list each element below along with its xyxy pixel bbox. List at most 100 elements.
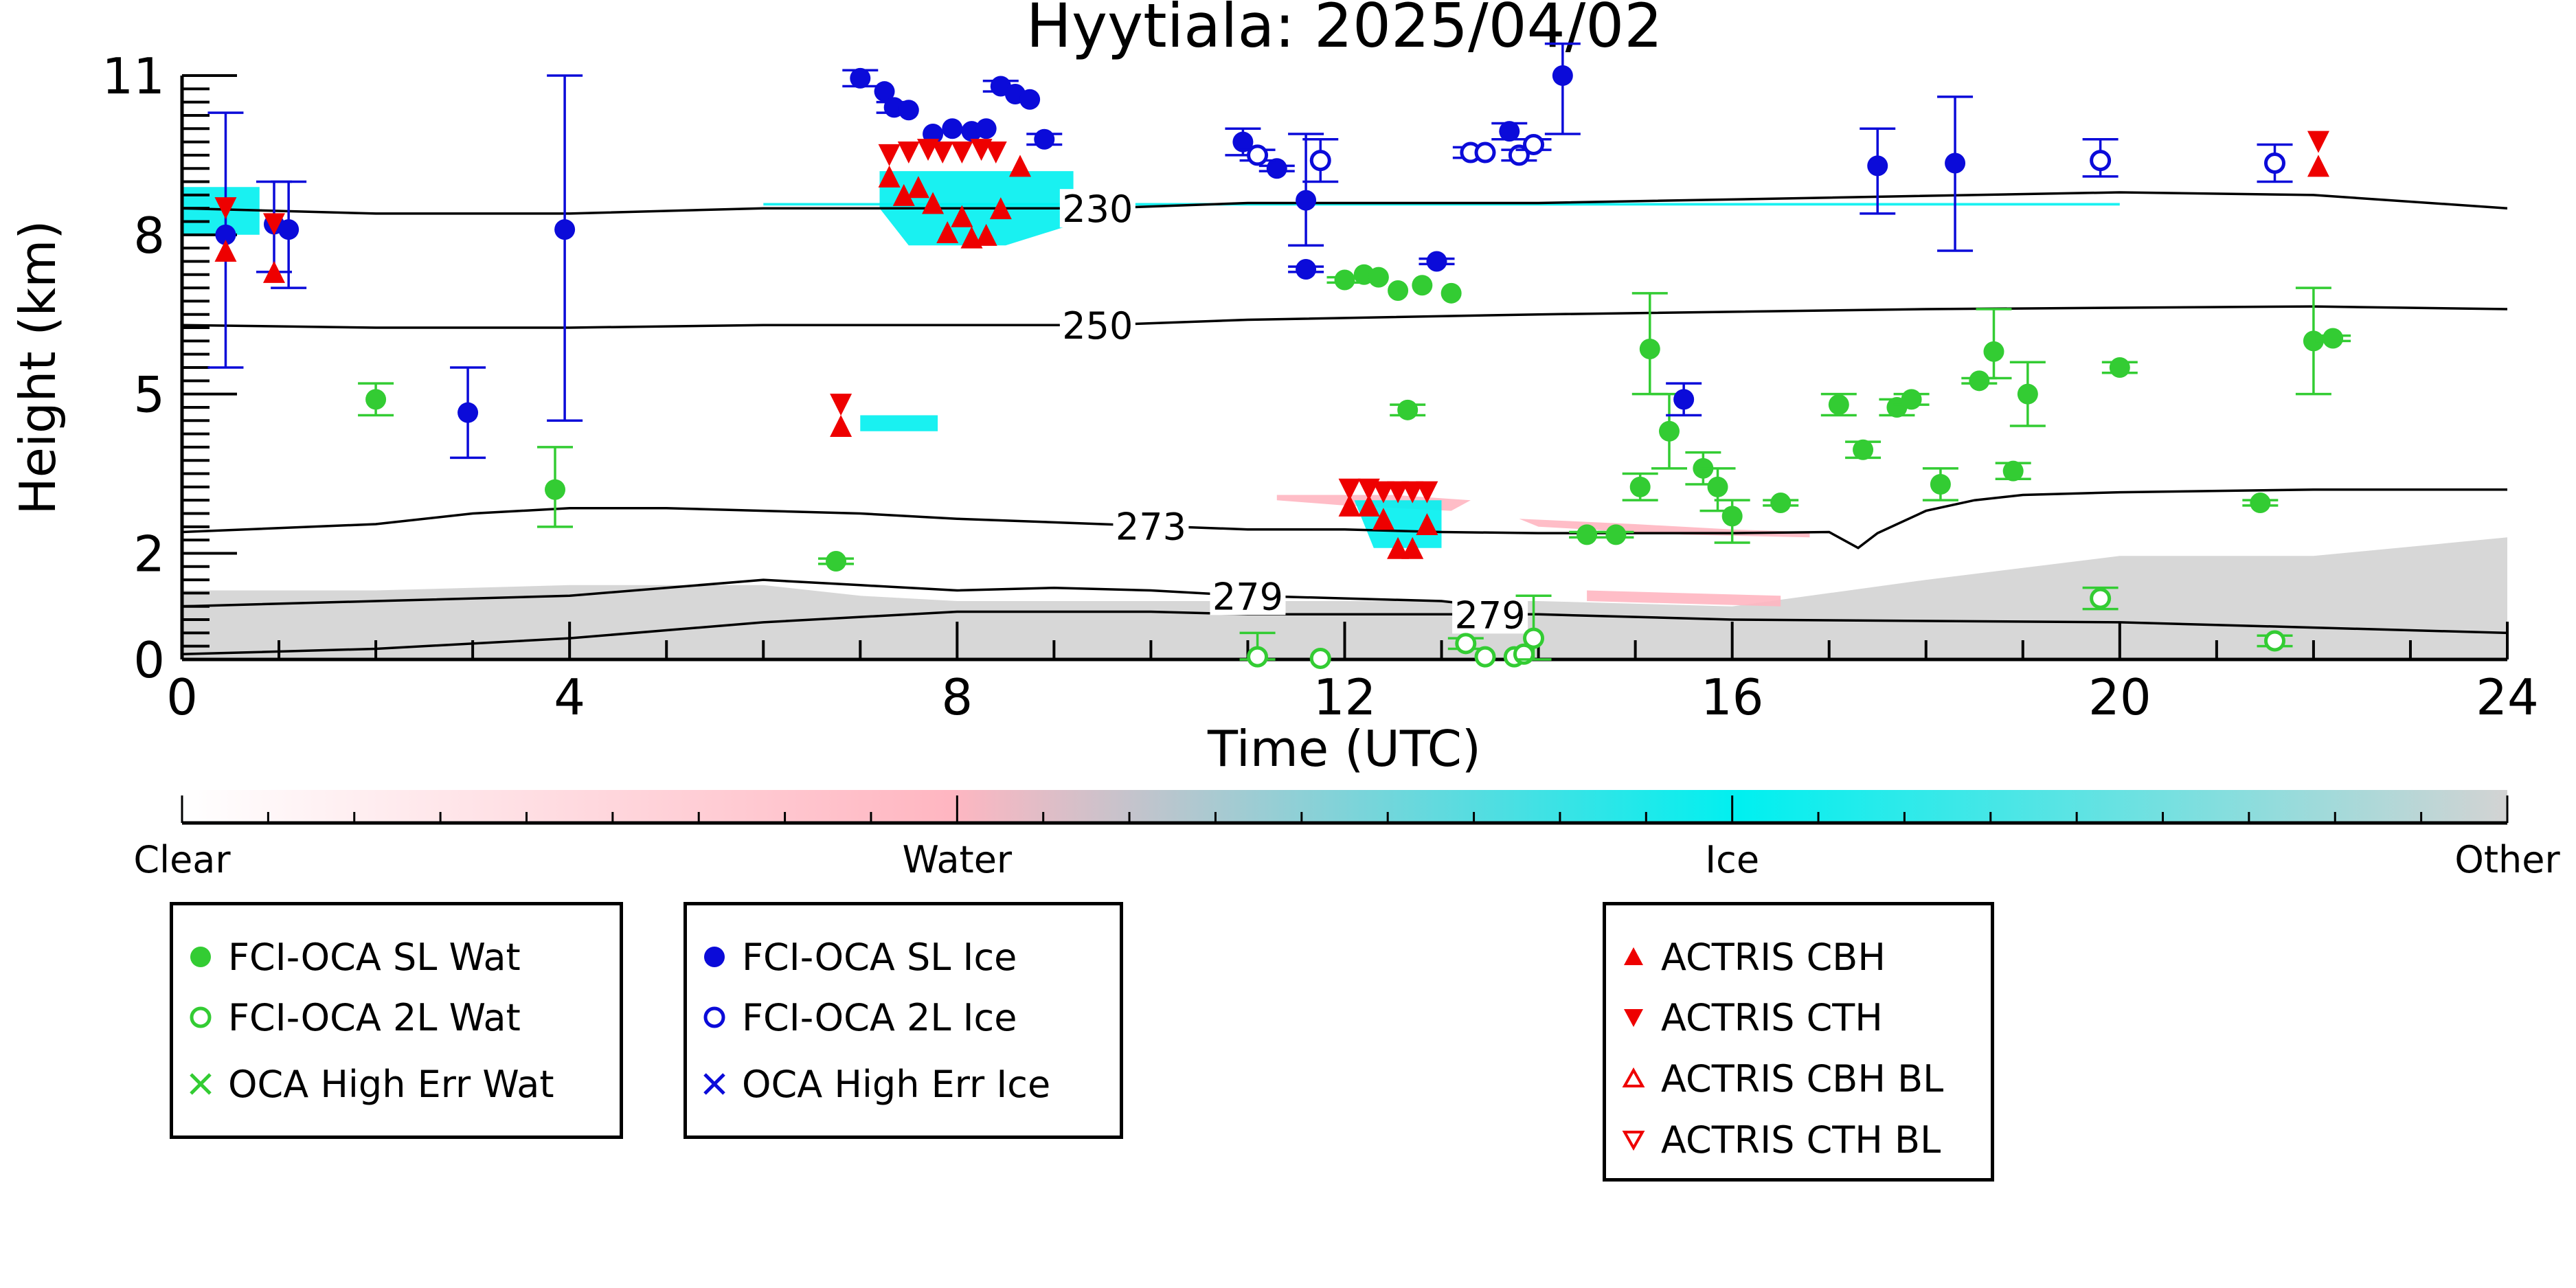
marker [907, 176, 929, 199]
marker [1247, 144, 1269, 166]
y-tick-label: 0 [133, 631, 165, 689]
contour-label: 279 [1455, 594, 1526, 637]
marker [365, 389, 387, 410]
marker [984, 142, 1007, 164]
marker [1401, 481, 1424, 504]
data-point [1239, 631, 1276, 668]
marker [897, 142, 920, 164]
marker [1867, 155, 1888, 177]
data-point [931, 142, 954, 164]
marker [1552, 65, 1573, 86]
data-point [2315, 328, 2351, 349]
marker [1770, 493, 1792, 514]
data-point [1714, 499, 1750, 544]
contour-label: 279 [1212, 575, 1283, 618]
data-point [942, 118, 963, 139]
data-point [537, 446, 574, 528]
marker [262, 213, 285, 236]
y-tick-label: 11 [102, 47, 165, 105]
contour-label: 230 [1062, 188, 1133, 231]
marker [1388, 280, 1409, 301]
data-point [1338, 494, 1361, 517]
marker [2307, 155, 2329, 177]
marker [942, 118, 963, 139]
data-point [1388, 280, 1409, 301]
marker [1969, 370, 1990, 392]
legend-water: FCI-OCA SL Wat FCI-OCA 2L Wat OCA High E… [170, 902, 623, 1139]
marker [2090, 150, 2112, 172]
data-point [1416, 512, 1438, 535]
data-point [830, 415, 852, 437]
marker [1474, 646, 1496, 668]
marker [554, 219, 576, 240]
legend-item: ACTRIS CBH [1606, 936, 1886, 979]
marker [1639, 338, 1660, 359]
data-point [1019, 89, 1041, 110]
marker [2090, 587, 2112, 609]
marker [936, 221, 959, 243]
marker [1930, 474, 1951, 495]
mask-region-water [1519, 519, 1810, 538]
marker [2250, 493, 2271, 514]
temperature-contours: 230 250 273 279 279 [182, 188, 2507, 656]
legend-item: FCI-OCA SL Wat [173, 936, 521, 979]
marker [1412, 275, 1433, 296]
contour-label-bg [1210, 576, 1286, 615]
marker [1499, 121, 1520, 142]
data-point [358, 382, 394, 417]
data-point [1412, 275, 1433, 296]
data-point [1922, 467, 1958, 501]
x-tick-label: 0 [166, 668, 198, 726]
data-point [975, 118, 997, 139]
legend-label: ACTRIS CBH BL [1661, 1057, 1944, 1100]
data-point [1239, 144, 1276, 166]
data-point [1631, 292, 1668, 396]
data-point [1598, 524, 1634, 545]
marker [1368, 267, 1389, 288]
data-point [2101, 357, 2138, 378]
marker [1440, 282, 1462, 304]
x-axis-label: Time (UTC) [1207, 720, 1481, 778]
marker [1426, 251, 1447, 272]
contour-line [182, 610, 2507, 656]
marker [1357, 494, 1380, 517]
data-point [262, 213, 285, 236]
open-circle-icon [173, 997, 228, 1038]
x-cross-icon [173, 1063, 228, 1105]
triangle-up-filled-icon [1606, 936, 1661, 978]
x-cross-icon [687, 1063, 742, 1105]
marker [1721, 506, 1743, 527]
data-point [1447, 633, 1484, 655]
marker [1901, 389, 1922, 410]
contour-label: 250 [1062, 304, 1133, 348]
colorbar-label: Other [2454, 838, 2560, 881]
legend-label: ACTRIS CTH [1661, 995, 1883, 1039]
data-point [1390, 399, 1426, 420]
data-point [1763, 493, 1799, 514]
contour-label-bg [1059, 306, 1136, 345]
legend-label: FCI-OCA SL Ice [742, 935, 1017, 979]
mask-region-ice [860, 415, 938, 431]
data-point [1288, 133, 1324, 247]
x-tick-label: 24 [2476, 668, 2539, 726]
data-point [2257, 630, 2293, 652]
triangle-up-open-icon [1606, 1058, 1661, 1099]
data-point [1820, 392, 1857, 417]
marker [1658, 420, 1680, 442]
data-point [1995, 460, 2031, 482]
data-point [1515, 594, 1552, 661]
marker [2002, 460, 2024, 482]
data-point [1302, 137, 1339, 183]
legend-item: FCI-OCA 2L Ice [687, 996, 1017, 1039]
marker [1296, 259, 1317, 280]
data-point [450, 366, 486, 460]
data-point [878, 165, 901, 188]
marker [975, 118, 997, 139]
legend-label: FCI-OCA 2L Wat [228, 995, 521, 1039]
data-point [1491, 121, 1528, 142]
x-tick-label: 4 [554, 668, 585, 726]
legend-actris: ACTRIS CBH ACTRIS CTH ACTRIS CBH BL ACTR… [1603, 902, 1994, 1182]
y-axis-label: Height (km) [9, 221, 67, 515]
marker [830, 394, 852, 416]
